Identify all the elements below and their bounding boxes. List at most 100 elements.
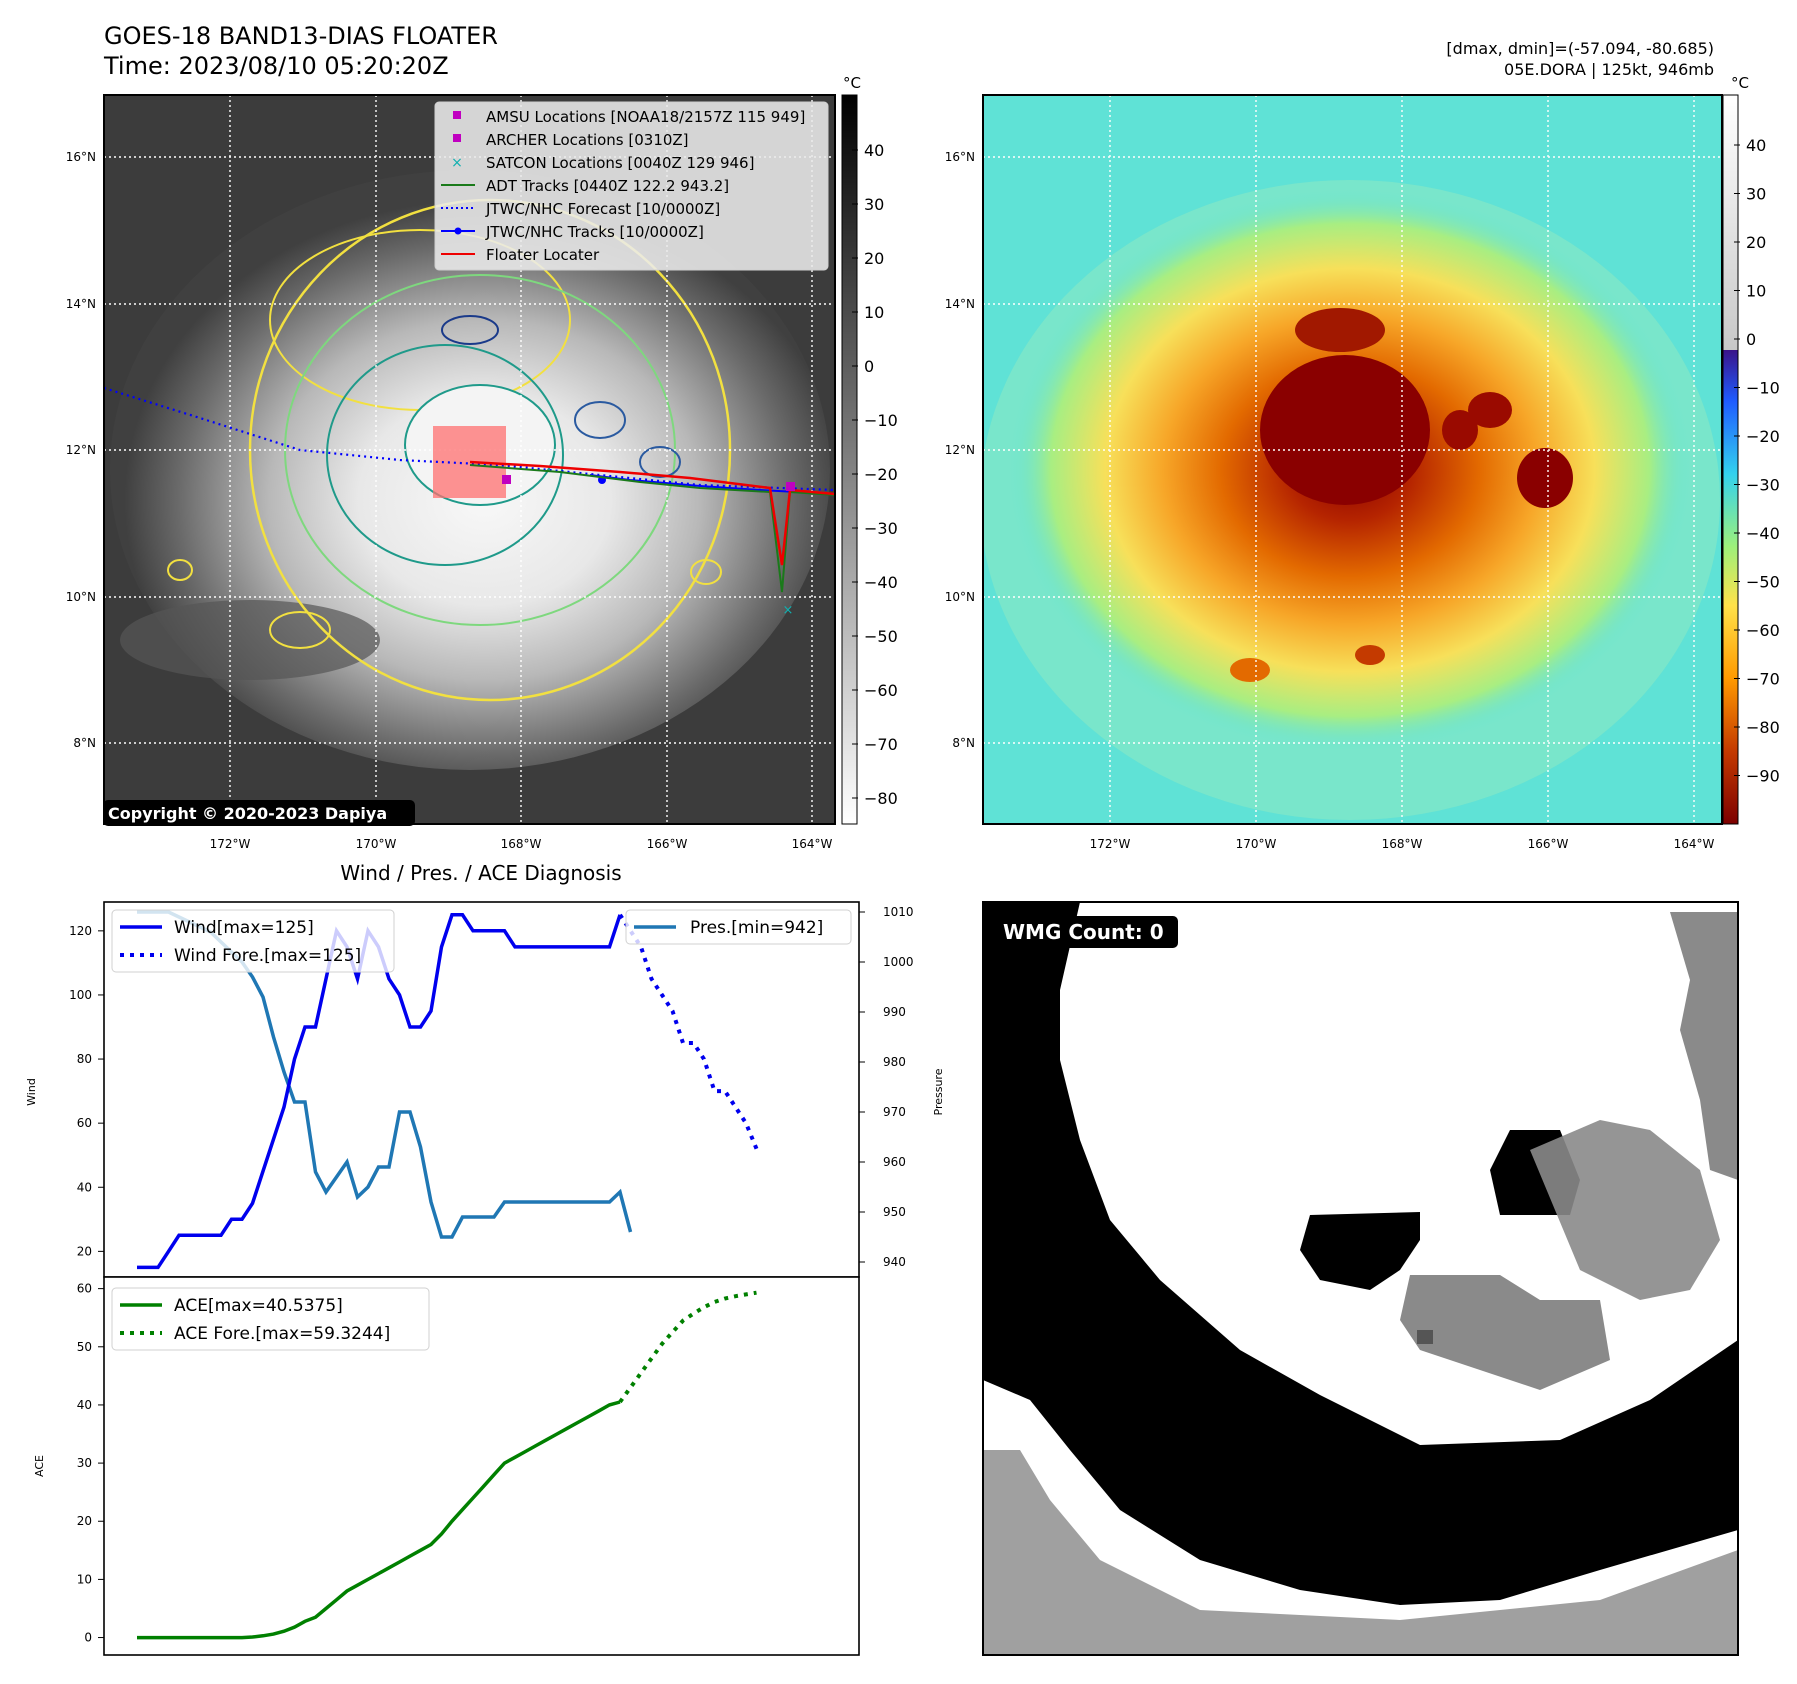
y-tick-label: 60 — [77, 1282, 92, 1296]
y-tick-label: 0 — [84, 1631, 92, 1645]
ace-legend-label: ACE[max=40.5375] — [174, 1296, 343, 1316]
ir-colorbar: °C 40 30 20 10 0 −10 −20 −30 −40 −50 −60 −70 −80 — [841, 74, 898, 825]
y-tick-label: 120 — [69, 924, 92, 938]
color-colorbar-gradient — [1722, 94, 1739, 825]
colorbar-tick-label: 10 — [864, 303, 884, 322]
ace-legend: ACE[max=40.5375] ACE Fore.[max=59.3244] — [111, 1287, 430, 1351]
ir-lat-tick-label: 12°N — [66, 443, 96, 457]
ir-lat-tick-label: 8°N — [73, 736, 96, 750]
legend-label: AMSU Locations [NOAA18/2157Z 115 949] — [486, 108, 805, 126]
y-tick-label: 1010 — [883, 905, 914, 919]
colorbar-tick-label: −50 — [864, 627, 898, 646]
color-warm-cell — [1230, 658, 1270, 682]
wmg-gray-cell — [1670, 912, 1738, 1180]
color-cold-core — [1260, 355, 1430, 505]
amsu-marker — [502, 475, 511, 484]
diagnosis-title: Wind / Pres. / ACE Diagnosis — [340, 861, 621, 885]
ir-map-frame — [103, 94, 836, 825]
legend-label: SATCON Locations [0040Z 129 946] — [486, 154, 754, 172]
color-colorbar-unit: °C — [1731, 74, 1749, 92]
ir-contour-teal-core — [326, 344, 564, 566]
pressure-legend-label: Pres.[min=942] — [690, 918, 823, 938]
color-lat-tick-label: 10°N — [945, 590, 975, 604]
legend-label: JTWC/NHC Tracks [10/0000Z] — [485, 223, 704, 241]
wmg-black-cell — [1300, 1212, 1420, 1290]
pressure-y-label: Pressure — [932, 1068, 945, 1115]
colorbar-tick-label: −40 — [864, 573, 898, 592]
colorbar-tick-label: 40 — [864, 141, 884, 160]
colorbar-tick-label: −80 — [1746, 718, 1780, 737]
color-gridlines — [983, 95, 1722, 824]
colorbar-tick-label: 20 — [1746, 233, 1766, 252]
legend-label: ADT Tracks [0440Z 122.2 943.2] — [486, 177, 729, 195]
ir-contour-blue-cell — [574, 401, 626, 439]
color-map-panel: 172°W 170°W 168°W 166°W 164°W 16°N 14°N … — [945, 94, 1723, 851]
color-lat-tick-label: 12°N — [945, 443, 975, 457]
ir-contour-navy-cell — [441, 315, 499, 345]
ir-lon-tick-label: 170°W — [356, 837, 397, 851]
color-cold-cell — [1442, 410, 1478, 450]
wmg-count-badge — [996, 916, 1178, 948]
color-cold-cell — [1468, 392, 1512, 428]
y-tick-label: 990 — [883, 1005, 906, 1019]
colorbar-tick-label: −80 — [864, 789, 898, 808]
colorbar-tick-label: −30 — [1746, 476, 1780, 495]
y-tick-label: 50 — [77, 1340, 92, 1354]
color-cold-cell — [1517, 448, 1573, 508]
wmg-frame — [982, 901, 1739, 1656]
ir-contour-blue-cell — [639, 446, 681, 478]
ir-lon-tick-label: 168°W — [501, 837, 542, 851]
colorbar-tick-label: 30 — [1746, 185, 1766, 204]
copyright-text: Copyright © 2020-2023 Dapiya — [108, 804, 387, 823]
color-warm-cell — [1355, 645, 1385, 665]
legend-box — [434, 101, 829, 271]
line-dot-icon — [454, 227, 462, 235]
y-tick-label: 960 — [883, 1155, 906, 1169]
color-lon-tick-label: 168°W — [1382, 837, 1423, 851]
pressure-legend-box — [625, 909, 852, 945]
ir-lat-tick-label: 14°N — [66, 297, 96, 311]
colorbar-tick-label: 0 — [1746, 330, 1756, 349]
ir-lat-tick-label: 16°N — [66, 150, 96, 164]
ace-legend-box — [111, 1287, 430, 1351]
floater-box — [433, 426, 506, 498]
ace-chart: 0 10 20 30 40 50 60 ACE ACE[max=40.5375] ACE F… — [33, 1276, 860, 1656]
map-legend: AMSU Locations [NOAA18/2157Z 115 949] AR… — [434, 101, 829, 271]
ir-lon-tick-label: 166°W — [647, 837, 688, 851]
ir-contour-yellow-cell — [269, 611, 331, 649]
legend-label: Floater Locater — [486, 246, 600, 264]
y-tick-label: 20 — [77, 1244, 92, 1258]
color-colorbar-ticks: 40 30 20 10 0 −10 −20 −30 −40 −50 −60 −70 −80 −90 — [1734, 136, 1780, 786]
ace-series-line — [137, 1400, 621, 1640]
color-lon-tick-label: 172°W — [1090, 837, 1131, 851]
color-cold-cell — [1295, 308, 1385, 352]
color-lat-tick-label: 16°N — [945, 150, 975, 164]
colorbar-tick-label: −50 — [1746, 573, 1780, 592]
ir-contour-yellow-cell — [690, 559, 722, 585]
x-marker-icon: × — [451, 155, 463, 171]
y-tick-label: 40 — [77, 1180, 92, 1194]
y-tick-label: 40 — [77, 1398, 92, 1412]
pressure-legend: Pres.[min=942] — [625, 909, 852, 945]
wind-y-label: Wind — [25, 1078, 38, 1106]
wind-legend: Wind[max=125] Wind Fore.[max=125] — [111, 909, 395, 973]
storm-info: 05E.DORA | 125kt, 946mb — [1504, 60, 1714, 79]
y-tick-label: 10 — [77, 1572, 92, 1586]
wind-y-ticks: 20 40 60 80 100 120 — [69, 924, 104, 1258]
figure-time: Time: 2023/08/10 05:20:20Z — [103, 52, 449, 80]
square-marker-icon — [453, 134, 461, 142]
wind-pressure-chart: 20 40 60 80 100 120 940 950 960 970 980 990 1000 101… — [25, 901, 945, 1278]
y-tick-label: 950 — [883, 1205, 906, 1219]
colorbar-tick-label: −10 — [864, 411, 898, 430]
wmg-count-text: WMG Count: 0 — [1003, 920, 1164, 944]
wmg-panel: WMG Count: 0 — [982, 901, 1739, 1656]
color-lon-tick-label: 166°W — [1528, 837, 1569, 851]
colorbar-tick-label: 10 — [1746, 282, 1766, 301]
legend-label: JTWC/NHC Forecast [10/0000Z] — [485, 200, 720, 218]
colorbar-tick-label: −20 — [1746, 427, 1780, 446]
wmg-black-region — [983, 902, 1738, 1605]
ace-y-ticks: 0 10 20 30 40 50 60 — [77, 1282, 104, 1645]
colorbar-tick-label: −20 — [864, 465, 898, 484]
wind-forecast-legend-label: Wind Fore.[max=125] — [174, 946, 361, 966]
